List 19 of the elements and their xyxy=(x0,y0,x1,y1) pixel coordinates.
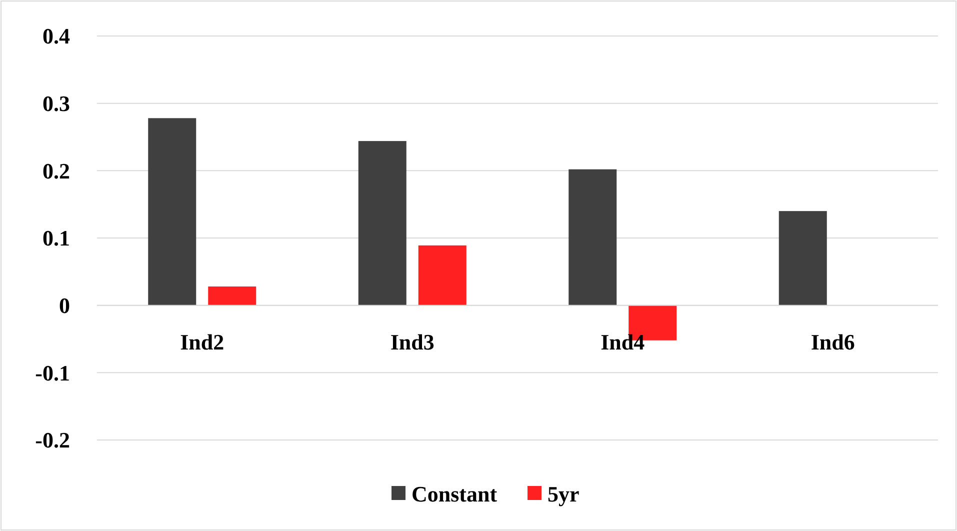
y-tick-label: 0.1 xyxy=(42,226,70,251)
x-tick-label: Ind4 xyxy=(600,329,645,354)
y-tick-label: -0.2 xyxy=(35,428,70,453)
y-tick-label: 0.3 xyxy=(42,91,70,116)
bar xyxy=(148,118,196,306)
y-tick-label: 0.2 xyxy=(42,158,70,184)
bar xyxy=(358,141,406,306)
bar xyxy=(568,169,617,306)
bar xyxy=(208,286,256,306)
legend-label: 5yr xyxy=(548,482,580,507)
x-tick-label: Ind6 xyxy=(810,329,855,354)
y-tick-label: -0.1 xyxy=(35,360,70,386)
y-tick-label: 0.4 xyxy=(42,24,70,49)
x-tick-label: Ind3 xyxy=(390,329,434,354)
legend-label: Constant xyxy=(412,482,498,507)
bar xyxy=(778,211,827,306)
y-tick-label: 0 xyxy=(59,293,70,318)
bar xyxy=(418,245,466,306)
x-tick-label: Ind2 xyxy=(180,329,224,354)
